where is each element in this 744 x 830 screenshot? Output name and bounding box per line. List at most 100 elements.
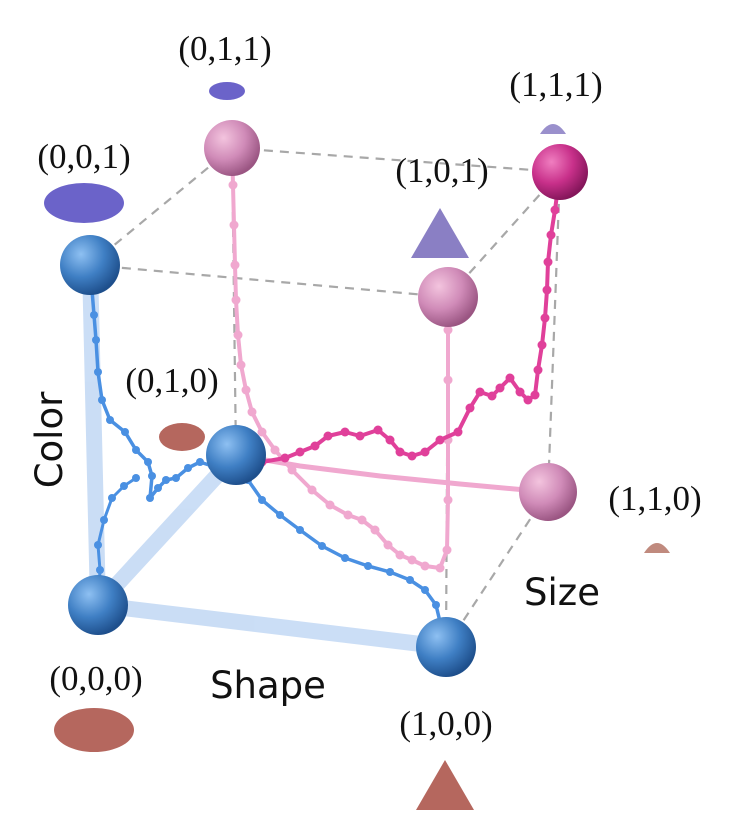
blue-path-dot	[106, 416, 114, 424]
magenta-path-dot	[523, 395, 533, 405]
magenta-path-dot	[537, 340, 547, 350]
edge-000-010	[90, 447, 244, 613]
magenta-path-dot	[505, 373, 515, 383]
axis-labels: Color Shape Size	[28, 391, 600, 707]
magenta-path-dot	[465, 403, 475, 413]
magenta-path-dot	[542, 285, 552, 295]
magenta-path-dot	[340, 427, 350, 437]
light-pink-path-dot	[231, 295, 241, 305]
blue-path-dot	[162, 476, 170, 484]
light-pink-path-dot	[287, 465, 297, 475]
edge-111-110	[546, 171, 562, 493]
blue-path-dot	[172, 474, 180, 482]
blue-path	[86, 261, 450, 651]
light-pink-path-dot	[228, 180, 238, 190]
blue-path-dot	[132, 446, 140, 454]
vertex-label-101: (1,0,1)	[395, 151, 488, 190]
light-pink-path-dot	[420, 561, 430, 571]
vertex-010-sphere	[206, 425, 266, 485]
edge-001-101	[89, 263, 449, 299]
magenta-path-dot	[546, 230, 556, 240]
edge-011-111	[231, 146, 561, 174]
magenta-path-dot	[385, 435, 395, 445]
light-pink-path-dot	[357, 515, 367, 525]
shape-101-large-purple-triangle-icon	[411, 208, 469, 258]
magenta-path-dot	[435, 435, 445, 445]
blue-path-dot	[432, 601, 440, 609]
vertex-label-110: (1,1,0)	[608, 479, 701, 518]
magenta-path-dot	[280, 453, 290, 463]
shape-000-large-brown-ellipse-icon	[54, 708, 134, 752]
magenta-path-dot	[475, 387, 485, 397]
shape-001-large-purple-ellipse-icon	[44, 183, 124, 223]
light-pink-path-dot	[230, 260, 240, 270]
blue-path-dot	[386, 568, 394, 576]
vertex-011-sphere	[204, 120, 260, 176]
magenta-path-dot	[495, 383, 505, 393]
blue-path-dot	[94, 368, 102, 376]
vertex-label-111: (1,1,1)	[509, 65, 602, 104]
blue-path-dot	[100, 516, 108, 524]
vertex-110-sphere	[519, 463, 577, 521]
vertex-label-011: (0,1,1)	[178, 29, 271, 68]
light-pink-path-dot	[236, 360, 246, 370]
magenta-path-dot	[515, 387, 525, 397]
light-pink-path-dot	[435, 563, 445, 573]
light-pink-path-dot	[370, 525, 380, 535]
blue-path-dot	[154, 484, 162, 492]
blue-path-dot	[92, 336, 100, 344]
light-pink-path-dot	[229, 220, 239, 230]
shape-010-small-brown-ellipse-icon	[159, 423, 205, 451]
vertex-001-sphere	[60, 235, 120, 295]
blue-path-dot	[196, 458, 204, 466]
blue-path-dot	[341, 554, 349, 562]
light-pink-path-dot	[383, 540, 393, 550]
magenta-path-dot	[407, 451, 417, 461]
light-pink-path-dot	[270, 445, 280, 455]
blue-path-dot	[364, 562, 372, 570]
vertex-label-100: (1,0,0)	[399, 704, 492, 743]
vertex-label-001: (0,0,1)	[37, 137, 130, 176]
blue-path-dot	[96, 566, 104, 574]
blue-path-dot	[144, 458, 152, 466]
light-pink-path-dot	[443, 375, 453, 385]
blue-path-dot	[406, 576, 414, 584]
light-pink-path-dot	[241, 385, 251, 395]
blue-path-dot	[94, 541, 102, 549]
edge-000-100	[90, 597, 454, 655]
light-pink-path-dot	[233, 330, 243, 340]
light-pink-path-dot	[257, 427, 267, 437]
edge-101-100	[444, 296, 450, 648]
magenta-path-dot	[540, 313, 550, 323]
blue-path-dot	[421, 586, 429, 594]
magenta-path-dot	[395, 447, 405, 457]
blue-path-dot	[121, 428, 129, 436]
vertex-label-010: (0,1,0)	[125, 361, 218, 400]
blue-path-dot	[120, 482, 128, 490]
blue-path-dot	[98, 396, 106, 404]
magenta-path-dot	[550, 205, 560, 215]
axis-label-size: Size	[524, 571, 600, 614]
light-pink-path-dot	[325, 500, 335, 510]
magenta-path-dot	[543, 257, 553, 267]
magenta-path-dot	[533, 365, 543, 375]
blue-path-dot	[146, 494, 154, 502]
magenta-path-dot	[420, 447, 430, 457]
magenta-path-dot	[453, 427, 463, 437]
blue-path-dot	[258, 496, 266, 504]
blue-path-dot	[276, 511, 284, 519]
stimulus-shapes	[44, 82, 670, 810]
light-pink-path	[227, 143, 549, 573]
light-pink-path-dot	[443, 495, 453, 505]
light-pink-path-dot	[442, 545, 452, 555]
blue-path-dot	[296, 526, 304, 534]
magenta-path-dot	[355, 431, 365, 441]
vertex-000-sphere	[68, 575, 128, 635]
vertex-100-sphere	[416, 617, 476, 677]
blue-path-dot	[108, 494, 116, 502]
vertex-111-sphere	[532, 144, 588, 200]
shape-110-small-brown-triangle-icon	[644, 543, 670, 553]
blue-path-dot	[184, 464, 192, 472]
magenta-path-dot	[295, 447, 305, 457]
blue-path-dot	[148, 472, 156, 480]
